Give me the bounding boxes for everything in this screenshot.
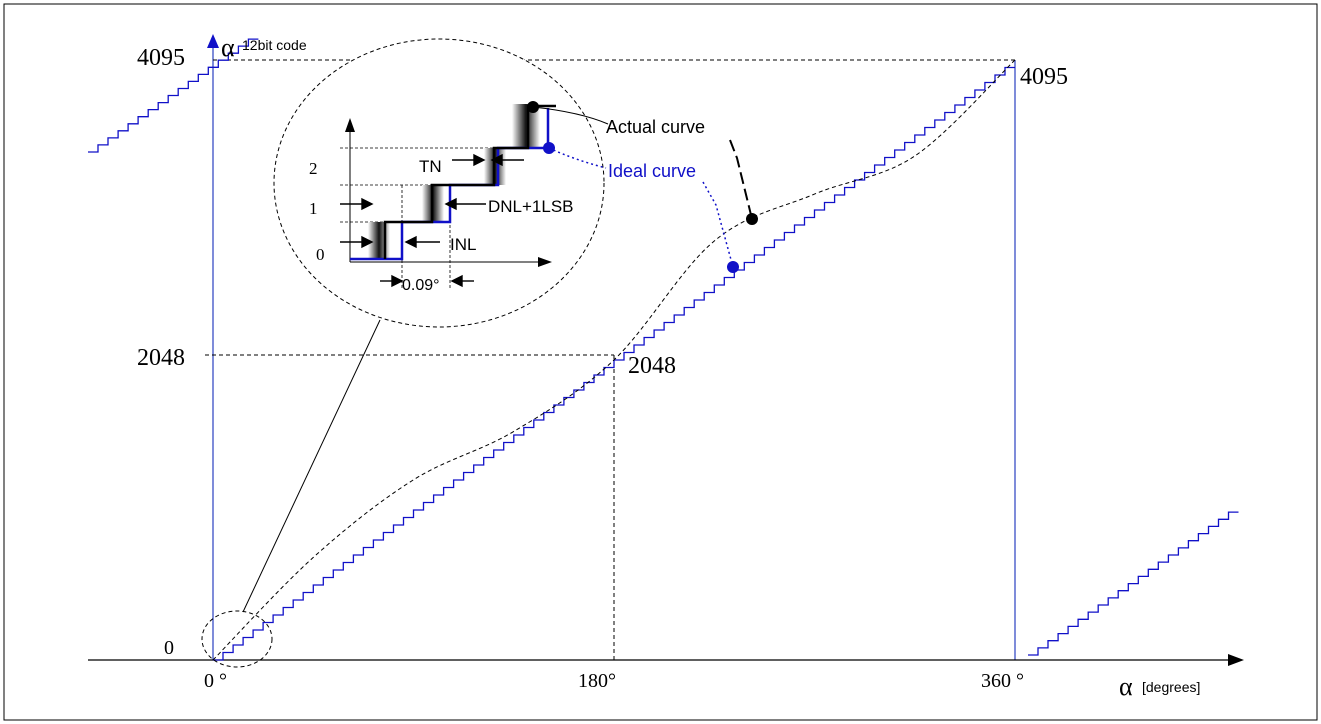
step-arrowhead-left xyxy=(391,274,404,288)
actual-marker-inset xyxy=(527,101,539,113)
inset-actual-steps xyxy=(383,104,556,259)
zoom-origin-ellipse xyxy=(201,610,273,668)
point-label-4095: 4095 xyxy=(1020,64,1068,90)
diagram-frame xyxy=(3,3,1318,721)
y-axis-arrow xyxy=(207,34,219,48)
actual-curve-callout xyxy=(527,101,758,225)
step-width-label: 0.09° xyxy=(402,277,440,294)
x-axis-unit-label: [degrees] xyxy=(1142,679,1200,695)
dnl-label: DNL+1LSB xyxy=(488,197,574,216)
legend-actual-curve: Actual curve xyxy=(606,117,705,137)
y-axis-unit-label: 12bit code xyxy=(242,37,307,53)
x-axis-symbol: α xyxy=(1119,672,1133,701)
ideal-curve-next-steps xyxy=(1028,511,1239,656)
actual-callout-line-inset xyxy=(532,106,609,125)
x-tick-0: 0 ° xyxy=(204,670,227,692)
step-arrowhead-right xyxy=(450,274,463,288)
zoom-inset: 0 1 2 TN DNL+1LSB INL 0.09° xyxy=(273,38,605,328)
ideal-curve-prev-steps xyxy=(88,38,259,153)
actual-marker-main xyxy=(746,213,758,225)
y-tick-2048: 2048 xyxy=(137,345,185,371)
inset-x-arrow xyxy=(538,257,552,267)
tn-label: TN xyxy=(419,157,442,176)
inset-y-tick-0: 0 xyxy=(316,245,325,264)
inl-arrowhead-left xyxy=(361,235,374,249)
ideal-callout-line-main xyxy=(702,181,734,268)
ideal-curve-next-period xyxy=(1028,511,1239,656)
x-axis-arrow xyxy=(1228,654,1244,666)
x-tick-360: 360 ° xyxy=(981,670,1024,692)
zoom-connector-line xyxy=(242,319,381,613)
inl-arrowhead-right xyxy=(404,235,417,249)
actual-callout-line-main xyxy=(729,139,753,220)
ideal-curve-callout xyxy=(543,142,739,273)
ideal-callout-line-inset xyxy=(548,147,607,169)
dnl-arrowhead-left xyxy=(361,197,374,211)
point-label-2048: 2048 xyxy=(628,353,676,379)
x-tick-180: 180° xyxy=(578,670,616,692)
ideal-marker-inset xyxy=(543,142,555,154)
ideal-curve xyxy=(213,66,1015,661)
tn-arrowhead-left xyxy=(473,153,486,167)
inl-label: INL xyxy=(450,235,476,254)
inset-y-tick-2: 2 xyxy=(309,159,318,178)
actual-curve xyxy=(212,59,1016,661)
ideal-marker-main xyxy=(727,261,739,273)
y-axis-symbol: α xyxy=(221,33,235,62)
ideal-curve-previous-period xyxy=(88,38,259,153)
inset-y-tick-1: 1 xyxy=(309,199,318,218)
y-tick-4095: 4095 xyxy=(137,45,185,71)
tn-arrowhead-right xyxy=(490,153,503,167)
legend-ideal-curve: Ideal curve xyxy=(608,161,696,181)
dnl-arrowhead-right xyxy=(444,197,457,211)
y-tick-0: 0 xyxy=(164,637,174,659)
ideal-curve-steps xyxy=(213,66,1015,661)
inset-y-arrow xyxy=(345,118,355,132)
